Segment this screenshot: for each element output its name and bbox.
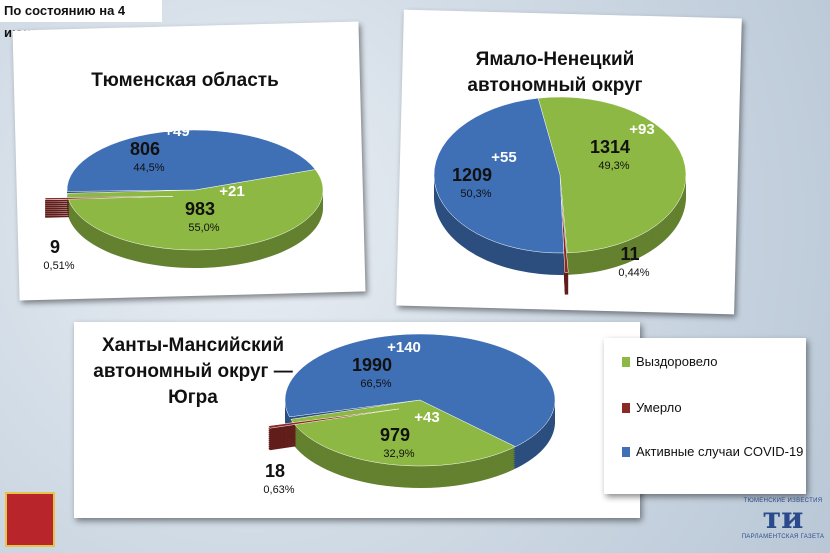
legend-label: Умерло — [636, 400, 682, 415]
increment-label: +21 — [219, 183, 244, 200]
emblem — [5, 492, 55, 547]
chart-title: Тюменская область — [91, 70, 279, 91]
chart-title: Ямало-Ненецкий автономный округ — [467, 49, 643, 96]
legend-item: Активные случаи COVID-19 — [622, 442, 811, 462]
pie-slice — [433, 97, 565, 254]
value-label: 1990 — [352, 355, 392, 375]
value-label: 9 — [50, 237, 60, 257]
percent-label: 50,3% — [460, 188, 491, 200]
value-label: 18 — [265, 461, 285, 481]
pie-slice — [66, 169, 324, 251]
pie: 1314+93 49,3% 11 0,44% 1209+55 50,3% — [433, 96, 687, 295]
percent-label: 44,5% — [133, 162, 164, 174]
pie-slice — [44, 196, 174, 200]
pie: 979+43 32,9% 18 0,63% 1990+140 66,5% — [263, 333, 556, 496]
legend-swatch — [622, 403, 630, 413]
percent-label: 66,5% — [360, 378, 391, 390]
increment-label: +93 — [629, 121, 654, 138]
percent-label: 55,0% — [188, 222, 219, 234]
pie-slice — [66, 129, 316, 192]
value-label: 806 — [130, 139, 160, 159]
percent-label: 0,51% — [43, 260, 74, 272]
pie-slice — [537, 96, 687, 254]
percent-label: 0,44% — [618, 267, 649, 279]
legend-swatch — [622, 357, 630, 367]
pie-slice — [284, 333, 556, 447]
value-label: 11 — [620, 244, 639, 264]
logo-bottom: ПАРЛАМЕНТСКАЯ ГАЗЕТА — [741, 534, 825, 540]
increment-label: +49 — [164, 123, 189, 140]
legend: Выздоровело Умерло Активные случаи COVID-1… — [604, 338, 806, 494]
pie-slice — [560, 194, 569, 273]
legend-label: Выздоровело — [636, 354, 718, 369]
legend-item: Выздоровело — [622, 352, 811, 372]
percent-label: 49,3% — [598, 160, 629, 172]
value-label: 979 — [380, 425, 410, 445]
increment-label: +140 — [387, 339, 421, 356]
percent-label: 32,9% — [383, 448, 414, 460]
chart-title: Ханты-Мансийский автономный округ — Югра — [93, 335, 293, 408]
increment-label: +43 — [414, 409, 439, 426]
value-label: 1209 — [452, 165, 492, 185]
pie-slice — [267, 408, 399, 429]
percent-label: 0,63% — [263, 484, 294, 496]
logo-mark: ти — [762, 501, 804, 536]
value-label: 983 — [185, 199, 215, 219]
logo-top: ТЮМЕНСКИЕ ИЗВЕСТИЯ — [743, 498, 823, 504]
logo: ТЮМЕНСКИЕ ИЗВЕСТИЯ ти ПАРЛАМЕНТСКАЯ ГАЗЕ… — [740, 498, 826, 550]
legend-item: Умерло — [622, 398, 811, 418]
value-label: 1314 — [590, 137, 630, 157]
legend-swatch — [622, 447, 630, 457]
pie: 983+21 55,0% 9 0,51% 806+49 44,5% — [43, 123, 324, 272]
increment-label: +55 — [491, 149, 516, 166]
legend-label: Активные случаи COVID-19 — [636, 444, 804, 459]
